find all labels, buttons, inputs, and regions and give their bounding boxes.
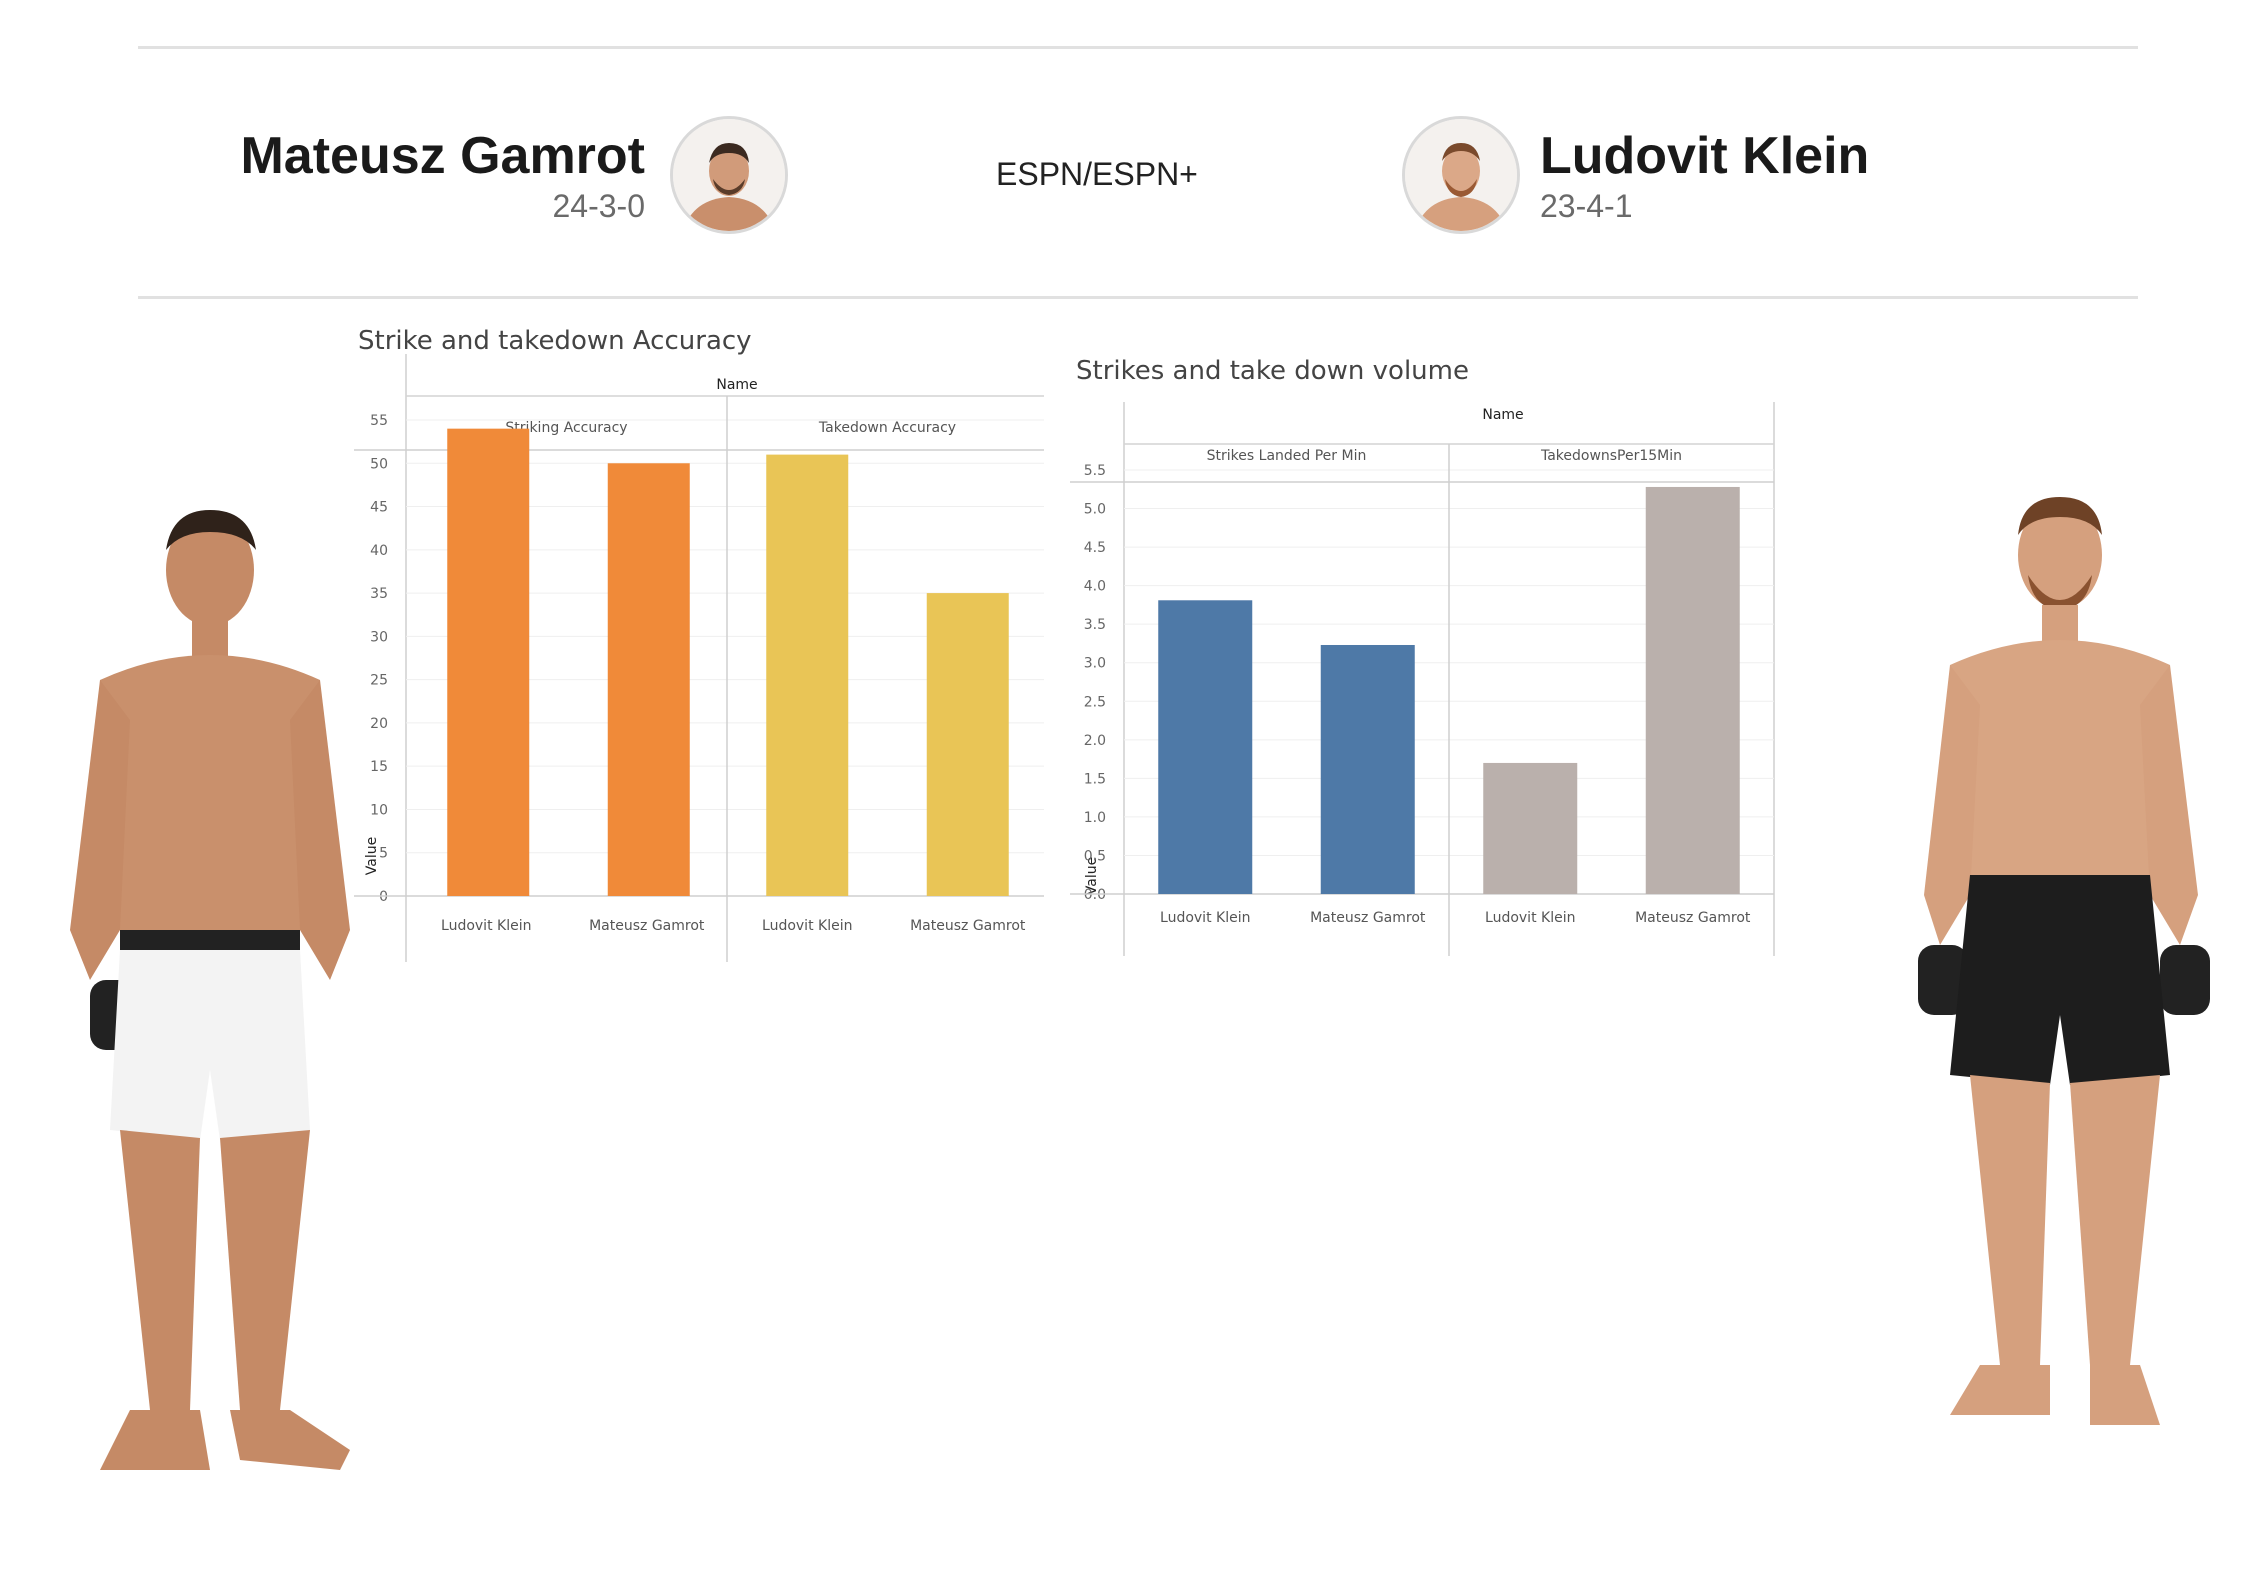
y-tick-label: 35	[370, 586, 388, 602]
bar	[607, 463, 690, 896]
left-fighter-avatar	[670, 116, 788, 234]
y-tick-label: 45	[370, 500, 388, 516]
volume-chart: Strikes and take down volume Name Value …	[1070, 356, 1775, 956]
y-tick-label: 3.0	[1084, 656, 1106, 672]
left-fighter-name: Mateusz Gamrot	[240, 127, 645, 185]
y-tick-label: 50	[370, 456, 388, 472]
y-tick-label: 55	[370, 413, 388, 429]
y-tick-label: 1.5	[1084, 771, 1106, 787]
y-tick-label: 1.0	[1084, 810, 1106, 826]
y-tick-label: 5	[379, 846, 388, 862]
column-header: Name	[716, 377, 757, 393]
bar	[1320, 644, 1415, 894]
bar	[766, 454, 849, 896]
bar	[1158, 600, 1253, 894]
bar	[926, 593, 1009, 896]
y-tick-label: 20	[370, 716, 388, 732]
x-category-label: Ludovit Klein	[762, 918, 852, 934]
header-bottom-divider	[138, 296, 2138, 299]
panel-header-label: Striking Accuracy	[505, 420, 627, 436]
panel-header-label: Strikes Landed Per Min	[1207, 448, 1367, 464]
y-tick-label: 0	[379, 889, 388, 905]
y-tick-label: 5.5	[1084, 463, 1106, 479]
x-category-label: Mateusz Gamrot	[1310, 910, 1426, 926]
column-header: Name	[1482, 407, 1523, 423]
fighter-portrait-icon	[1405, 119, 1517, 231]
x-category-label: Ludovit Klein	[1485, 910, 1575, 926]
y-tick-label: 25	[370, 673, 388, 689]
y-axis-label: Value	[1084, 857, 1100, 895]
chart-title: Strikes and take down volume	[1076, 356, 1469, 386]
x-category-label: Ludovit Klein	[441, 918, 531, 934]
y-tick-label: 0.0	[1084, 887, 1106, 903]
right-fighter-avatar	[1402, 116, 1520, 234]
panel-header-label: Takedown Accuracy	[818, 420, 956, 436]
y-tick-label: 5.0	[1084, 502, 1106, 518]
right-fighter-figure	[1918, 497, 2210, 1425]
x-category-label: Mateusz Gamrot	[910, 918, 1026, 934]
fighter-portrait-icon	[673, 119, 785, 231]
x-category-label: Ludovit Klein	[1160, 910, 1250, 926]
x-category-label: Mateusz Gamrot	[1635, 910, 1751, 926]
y-tick-label: 4.5	[1084, 540, 1106, 556]
y-tick-label: 0.5	[1084, 848, 1106, 864]
y-tick-label: 3.5	[1084, 617, 1106, 633]
accuracy-chart: Strike and takedown Accuracy Name Value …	[354, 326, 1044, 962]
left-fighter-figure	[70, 510, 350, 1470]
left-fighter-record: 24-3-0	[552, 188, 646, 224]
y-axis-label: Value	[364, 837, 380, 875]
y-tick-label: 2.5	[1084, 694, 1106, 710]
chart-title: Strike and takedown Accuracy	[358, 326, 752, 356]
broadcast-label: ESPN/ESPN+	[996, 156, 1198, 192]
x-category-label: Mateusz Gamrot	[589, 918, 705, 934]
y-tick-label: 15	[370, 759, 388, 775]
y-tick-label: 40	[370, 543, 388, 559]
y-tick-label: 2.0	[1084, 733, 1106, 749]
header-top-divider	[138, 46, 2138, 49]
y-tick-label: 10	[370, 802, 388, 818]
bar	[447, 428, 530, 896]
bar	[1483, 762, 1578, 894]
bar	[1645, 486, 1740, 894]
right-fighter-record: 23-4-1	[1540, 188, 1633, 224]
right-fighter-name: Ludovit Klein	[1540, 127, 1870, 185]
panel-header-label: TakedownsPer15Min	[1540, 448, 1682, 464]
y-tick-label: 30	[370, 629, 388, 645]
y-tick-label: 4.0	[1084, 579, 1106, 595]
